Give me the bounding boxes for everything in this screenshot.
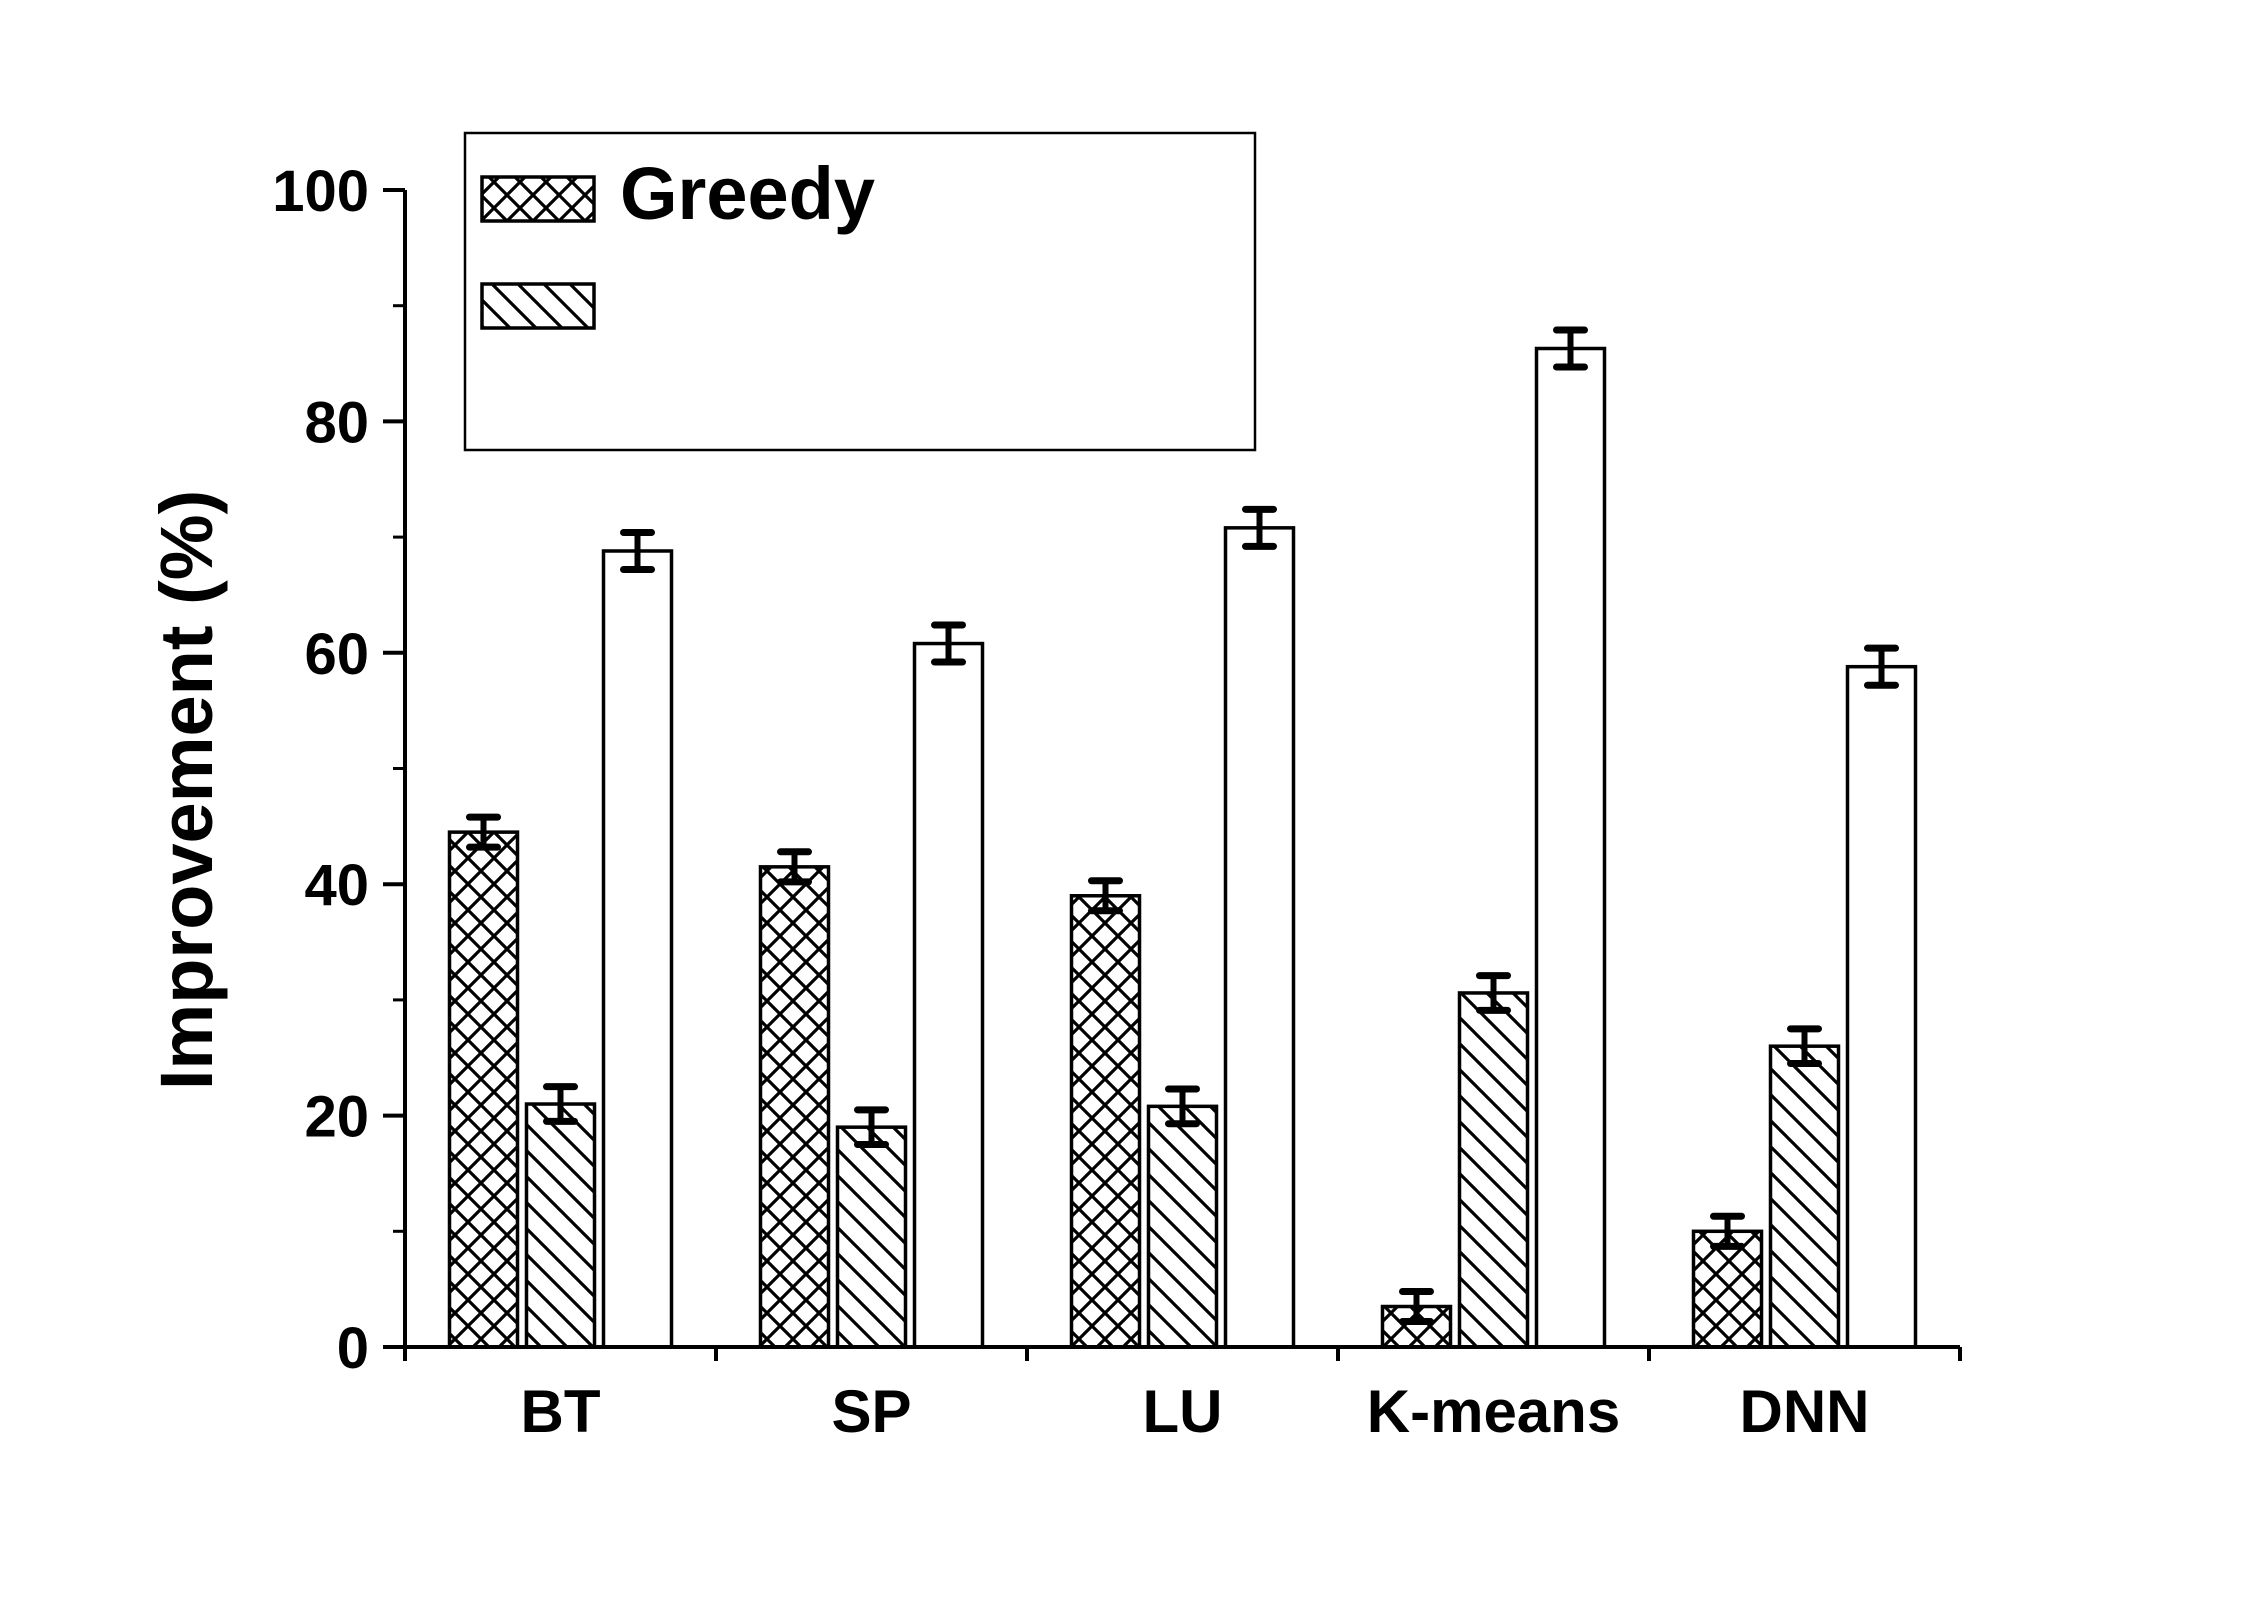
error-bar-dnn-series-2: [1787, 1025, 1822, 1068]
error-bar-dnn-series-3: [1864, 644, 1899, 689]
error-bar-sp-series-3: [931, 621, 966, 666]
error-bar-bt-series-2: [543, 1083, 578, 1125]
bar-k-means-series-2: [1457, 991, 1530, 1349]
bar-dnn-series-2: [1768, 1044, 1841, 1349]
y-tick-label-40: 40: [304, 853, 369, 918]
y-tick-label-20: 20: [304, 1085, 369, 1150]
x-tick-label-sp: SP: [831, 1378, 911, 1445]
bar-bt-series-2: [524, 1102, 597, 1349]
error-bar-bt-series-1: [466, 813, 501, 851]
x-tick-label-k-means: K-means: [1367, 1378, 1620, 1445]
bar-lu-series-3: [1223, 526, 1296, 1349]
bar-lu-series-1: [1069, 894, 1142, 1349]
error-bar-k-means-series-2: [1476, 972, 1511, 1014]
x-tick-label-bt: BT: [521, 1378, 601, 1445]
plot-area: [447, 326, 1918, 1349]
bar-dnn-series-3: [1845, 664, 1918, 1349]
bar-sp-series-3: [912, 641, 985, 1349]
legend-swatch-diagonal: [480, 282, 596, 330]
error-bar-k-means-series-3: [1553, 326, 1588, 371]
error-bar-sp-series-2: [854, 1106, 889, 1149]
bar-lu-series-2: [1146, 1104, 1219, 1349]
y-tick-label-80: 80: [304, 390, 369, 455]
bar-bt-series-1: [447, 830, 520, 1349]
bar-sp-series-2: [835, 1125, 908, 1349]
y-tick-label-100: 100: [272, 159, 369, 224]
legend-box: [463, 131, 1257, 452]
y-tick-label-0: 0: [337, 1316, 369, 1381]
bar-bt-series-3: [601, 549, 674, 1349]
x-axis: BT SP LU K-means DNN: [403, 1345, 1962, 1445]
x-tick-label-lu: LU: [1143, 1378, 1223, 1445]
y-tick-label-60: 60: [304, 622, 369, 687]
x-tick-label-dnn: DNN: [1740, 1378, 1870, 1445]
y-axis-title: Improvement (%): [145, 490, 228, 1090]
bar-sp-series-1: [758, 865, 831, 1349]
legend: Greedy: [463, 131, 1257, 452]
error-bar-sp-series-1: [777, 848, 812, 886]
error-bar-bt-series-3: [620, 528, 655, 573]
error-bar-k-means-series-1: [1399, 1287, 1434, 1326]
legend-swatch-crosshatch: [480, 175, 596, 223]
error-bar-lu-series-1: [1088, 877, 1123, 915]
error-bar-lu-series-3: [1242, 505, 1277, 550]
legend-label-greedy: Greedy: [620, 152, 875, 235]
error-bar-dnn-series-1: [1710, 1212, 1745, 1250]
y-axis: 0 20 40 60 80 100: [272, 159, 407, 1381]
error-bar-lu-series-2: [1165, 1085, 1200, 1128]
bar-k-means-series-3: [1534, 346, 1607, 1349]
